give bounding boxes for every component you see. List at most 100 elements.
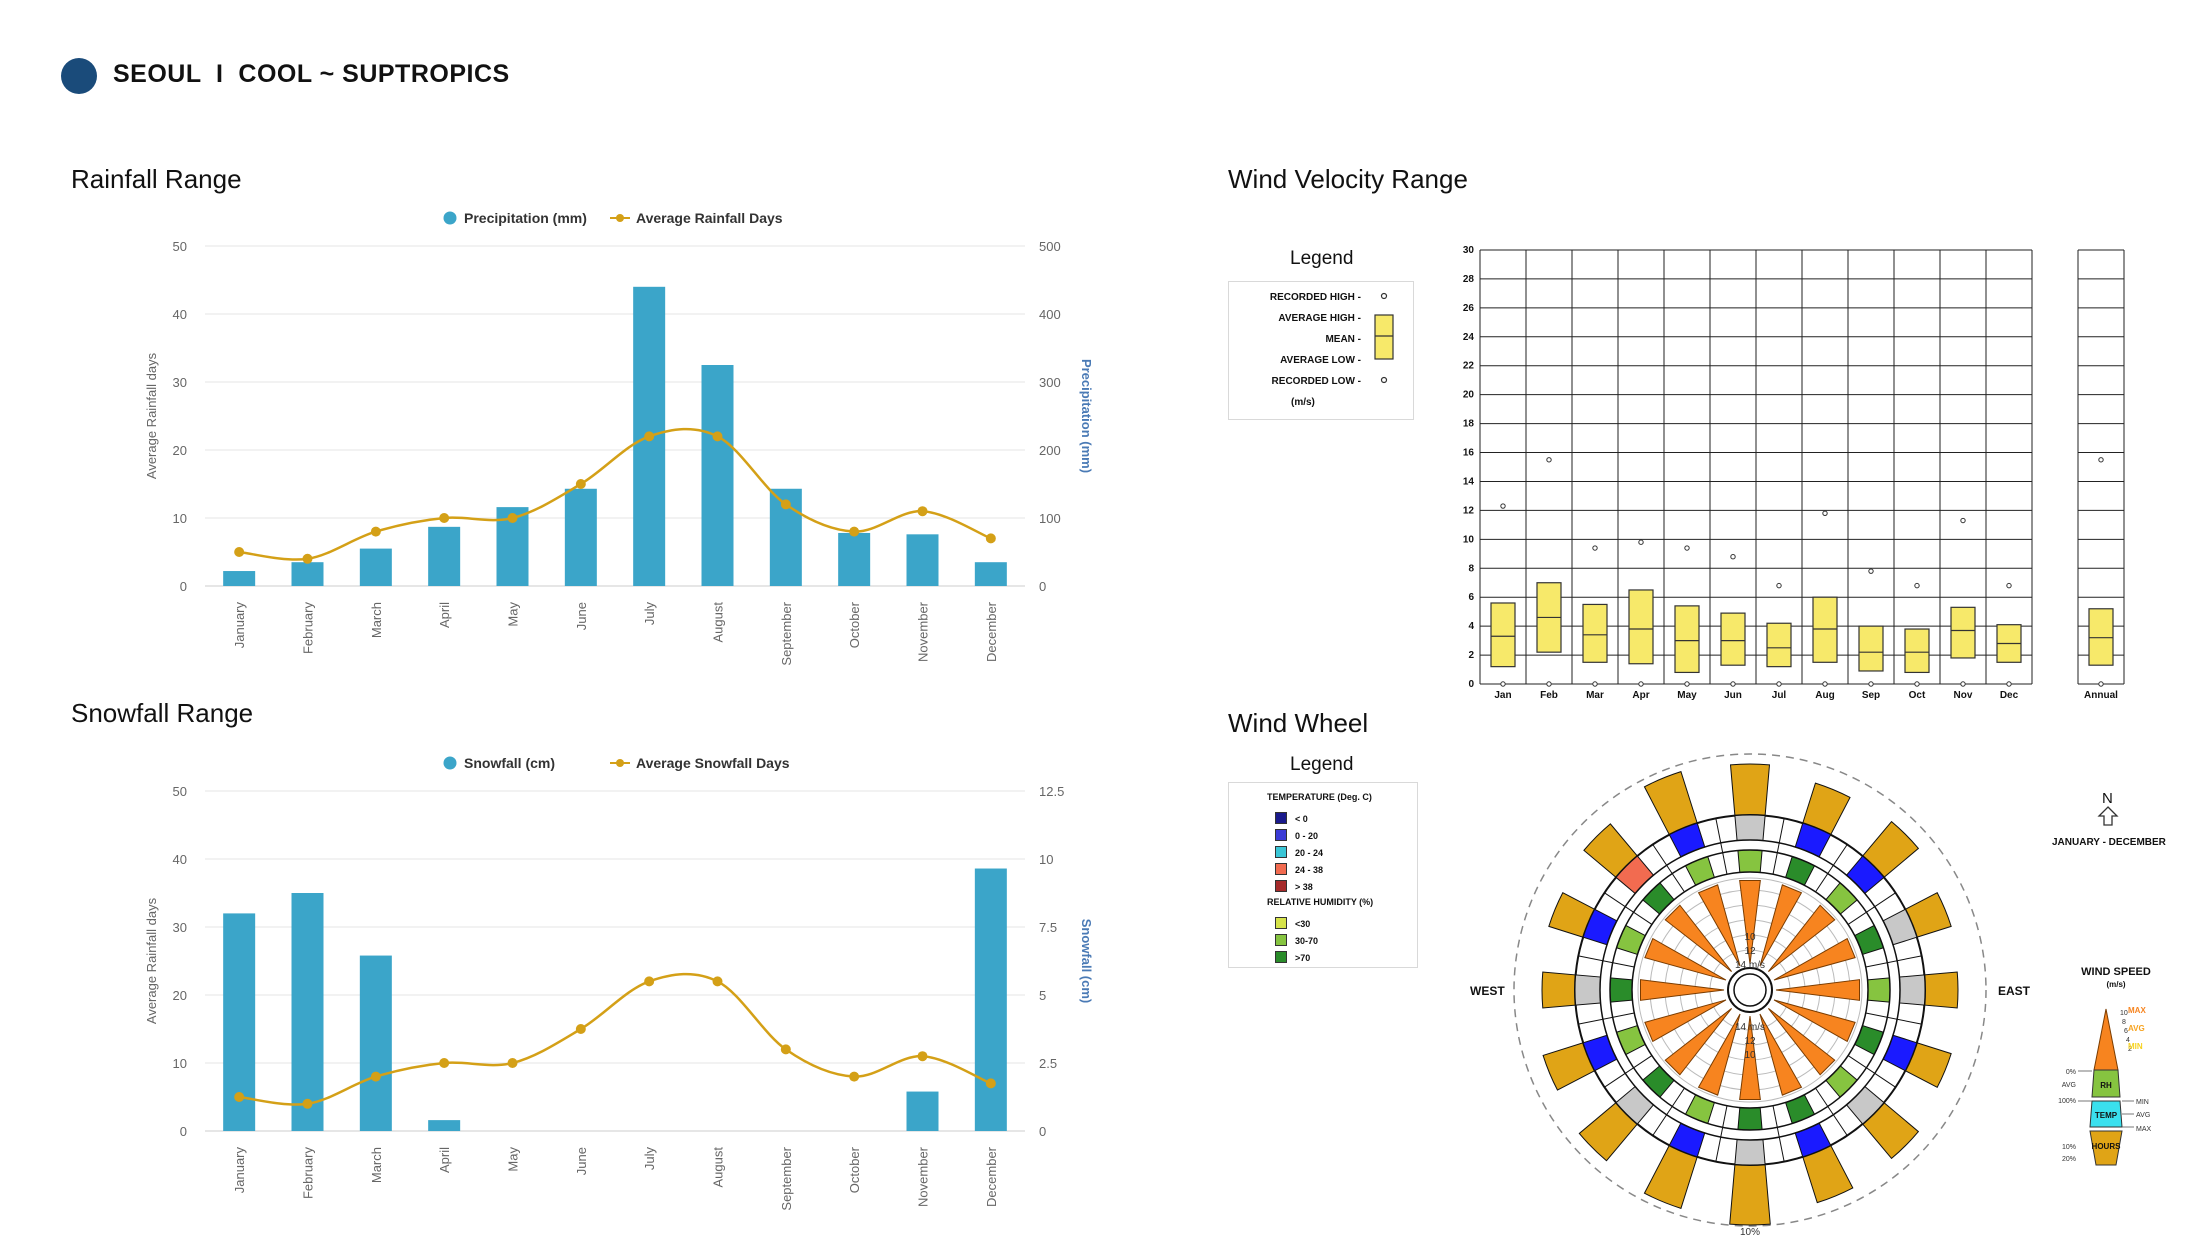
speed-arrow xyxy=(1767,904,1836,973)
temperature-cell xyxy=(1898,974,1926,1006)
x-tick-march: March xyxy=(369,602,384,638)
x-tick-nov: Nov xyxy=(1954,690,1973,701)
x-tick-january: January xyxy=(232,1147,247,1194)
line-point-may xyxy=(507,513,518,523)
ring-label: 12 xyxy=(1744,1036,1756,1047)
box-body xyxy=(1904,628,1930,674)
speed-arrow xyxy=(1664,1007,1733,1076)
x-tick-november: November xyxy=(916,601,931,662)
bar-december xyxy=(974,868,1007,1131)
bar-august xyxy=(701,365,734,586)
ring-line xyxy=(1631,871,1869,1109)
hours-band xyxy=(2089,1130,2123,1166)
line-point-march xyxy=(370,1071,381,1082)
line-point-august xyxy=(712,976,723,987)
speed-left-label: 20% xyxy=(2062,1156,2076,1163)
y-left-axis-title: Average Rainfall days xyxy=(144,352,159,479)
line-point-november xyxy=(917,506,928,517)
spoke xyxy=(1578,1012,1635,1025)
speed-scale-tick: 2 xyxy=(2128,1046,2132,1053)
wind-velocity-legend: RECORDED HIGH - AVERAGE HIGH - MEAN - AV… xyxy=(1228,281,1414,420)
humidity-cell xyxy=(1867,977,1891,1003)
temperature-swatch xyxy=(1275,845,1287,858)
west-label: WEST xyxy=(1470,984,1505,998)
box-body xyxy=(1766,622,1792,668)
wind-velocity-section-title: Wind Velocity Range xyxy=(1228,164,1468,194)
recorded-low-point xyxy=(1500,681,1506,687)
humidity-cell xyxy=(1737,1107,1763,1131)
humidity-cell xyxy=(1609,977,1633,1003)
y-left-axis-title: Average Rainfall days xyxy=(144,897,159,1024)
line-point-april xyxy=(439,513,450,523)
humidity-cell xyxy=(1737,849,1763,873)
spoke xyxy=(1652,844,1685,893)
recorded-low-point xyxy=(1684,681,1690,687)
bar-december xyxy=(974,562,1007,586)
y-right-tick: 12.5 xyxy=(1039,784,1064,799)
speed-scale-tick: 4 xyxy=(2126,1037,2130,1044)
rainfall-days-line xyxy=(239,427,992,561)
box-apr xyxy=(1628,539,1654,687)
legend-recorded-low: RECORDED LOW - xyxy=(1271,376,1361,387)
speed-arrow xyxy=(1697,884,1741,967)
recorded-high-point xyxy=(1592,545,1598,551)
x-tick-apr: Apr xyxy=(1632,690,1649,701)
x-tick-august: August xyxy=(711,602,726,643)
x-tick-oct: Oct xyxy=(1909,690,1926,701)
recorded-high-point xyxy=(2006,582,2012,589)
snowfall-legend: Snowfall (cm) Average Snowfall Days xyxy=(443,755,790,771)
recorded-high-point xyxy=(1638,539,1644,545)
temp-label: TEMP xyxy=(2095,1111,2118,1120)
hours-bar xyxy=(1729,763,1771,817)
y-left-tick: 40 xyxy=(173,852,187,867)
y-right-tick: 5 xyxy=(1039,988,1046,1003)
line-point-june xyxy=(575,479,586,489)
line-point-february xyxy=(302,553,313,564)
y-tick: 12 xyxy=(1463,505,1475,516)
y-tick: 16 xyxy=(1463,448,1475,459)
humidity-label: <30 xyxy=(1295,919,1311,929)
x-tick-september: September xyxy=(779,1146,794,1210)
box-body xyxy=(1628,589,1654,665)
temperature-cell xyxy=(1574,974,1602,1006)
humidity-swatch xyxy=(1275,933,1287,946)
y-right-tick: 2.5 xyxy=(1039,1056,1057,1071)
speed-right-label: MIN xyxy=(2136,1099,2149,1106)
speed-arrow xyxy=(1759,884,1803,967)
box-nov xyxy=(1950,517,1976,687)
bar-february xyxy=(291,893,324,1131)
spoke xyxy=(1578,955,1635,968)
y-right-tick: 10 xyxy=(1039,852,1053,867)
wind-period-label: JANUARY - DECEMBER xyxy=(2052,837,2166,848)
box-mar xyxy=(1582,545,1608,687)
page-title: SEOUL I COOL ~ SUPTROPICS xyxy=(113,60,510,88)
speed-arrow xyxy=(1697,1013,1741,1096)
recorded-low-point xyxy=(1546,681,1552,687)
legend-average-high: AVERAGE HIGH - xyxy=(1278,313,1361,324)
rh-band xyxy=(2091,1069,2121,1098)
y-tick: 18 xyxy=(1463,419,1475,430)
bottom-pct-label: 10% xyxy=(1740,1227,1760,1238)
recorded-low-point xyxy=(1868,681,1874,687)
box-may xyxy=(1674,545,1700,687)
speed-arrow xyxy=(1644,999,1727,1043)
legend-line-marker xyxy=(616,214,624,222)
temperature-label: 20 - 24 xyxy=(1295,848,1324,858)
bar-march xyxy=(359,955,392,1131)
speed-max-label: MAX xyxy=(2128,1006,2146,1015)
bar-november xyxy=(906,534,939,586)
speed-arrow xyxy=(1759,1013,1803,1096)
speed-avg-label: AVG xyxy=(2128,1024,2145,1033)
speed-scale-tick: 8 xyxy=(2122,1019,2126,1026)
temperature-swatch xyxy=(1275,828,1287,841)
speed-left-label: AVG xyxy=(2062,1082,2076,1089)
x-tick-april: April xyxy=(437,602,452,628)
hours-bar xyxy=(1923,971,1959,1009)
x-tick-june: June xyxy=(574,1147,589,1175)
speed-scale-tick: 10 xyxy=(2120,1010,2128,1017)
line-point-march xyxy=(370,526,381,537)
wind-speed-legend: WIND SPEED (m/s) 10 8 6 4 2 MAX AVG MIN RH TEMP HOUR… xyxy=(2058,966,2152,1166)
y-left-tick: 0 xyxy=(180,579,187,594)
y-left-tick: 10 xyxy=(173,511,187,526)
